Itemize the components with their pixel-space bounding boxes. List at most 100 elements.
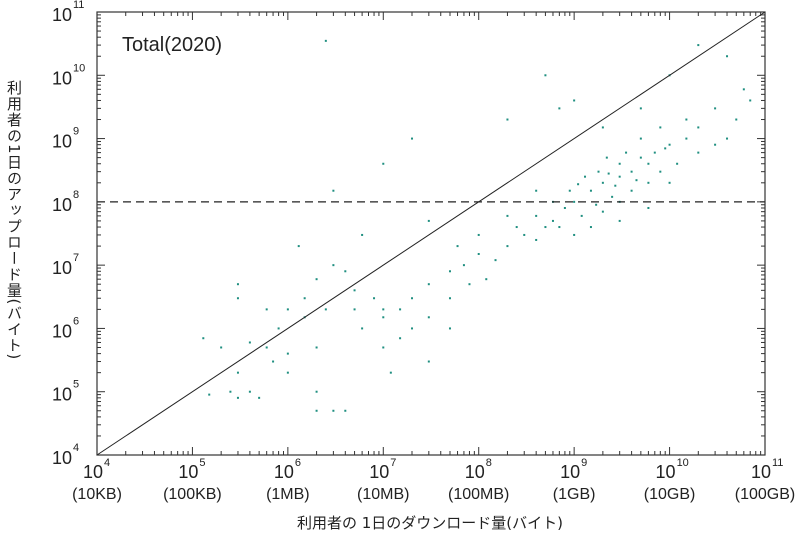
x-tick-unit: (1MB) bbox=[266, 486, 310, 503]
data-point bbox=[726, 137, 729, 140]
x-tick-unit: (100KB) bbox=[163, 486, 222, 503]
data-point bbox=[468, 283, 471, 286]
data-point bbox=[236, 396, 239, 399]
data-point bbox=[630, 189, 633, 192]
plot-frame bbox=[96, 11, 766, 456]
data-point bbox=[477, 252, 480, 255]
data-point bbox=[749, 99, 752, 102]
x-tick-unit: (10KB) bbox=[72, 486, 122, 503]
data-point bbox=[605, 156, 608, 159]
data-point bbox=[697, 151, 700, 154]
data-point bbox=[361, 233, 364, 236]
data-point bbox=[618, 219, 621, 222]
data-point bbox=[668, 181, 671, 184]
data-point bbox=[411, 137, 414, 140]
data-point bbox=[664, 147, 667, 150]
data-point bbox=[544, 226, 547, 229]
x-tick-exponent: 5 bbox=[199, 457, 205, 469]
data-point bbox=[399, 337, 402, 340]
data-point bbox=[236, 283, 239, 286]
data-point bbox=[573, 233, 576, 236]
x-tick-exponent: 6 bbox=[295, 457, 301, 469]
data-point bbox=[653, 151, 656, 154]
data-point bbox=[277, 327, 280, 330]
x-tick-label: 10 bbox=[178, 462, 198, 482]
y-tick-label: 10 bbox=[52, 385, 72, 405]
x-tick-label: 10 bbox=[369, 462, 389, 482]
data-point bbox=[382, 316, 385, 319]
data-point bbox=[315, 346, 318, 349]
data-point bbox=[448, 297, 451, 300]
data-point bbox=[399, 308, 402, 311]
data-point bbox=[580, 214, 583, 217]
x-tick-unit: (1GB) bbox=[553, 486, 596, 503]
data-point bbox=[523, 233, 526, 236]
y-tick-label: 10 bbox=[52, 195, 72, 215]
data-point bbox=[485, 278, 488, 281]
y-tick-exponent: 5 bbox=[73, 379, 79, 391]
data-point bbox=[573, 200, 576, 203]
x-tick-exponent: 11 bbox=[772, 457, 783, 469]
data-point bbox=[535, 214, 538, 217]
data-point bbox=[332, 189, 335, 192]
data-point bbox=[361, 327, 364, 330]
y-tick-exponent: 8 bbox=[73, 189, 79, 201]
data-point bbox=[573, 99, 576, 102]
data-point bbox=[639, 156, 642, 159]
x-tick-exponent: 7 bbox=[390, 457, 396, 469]
data-point bbox=[353, 308, 356, 311]
data-point bbox=[597, 170, 600, 173]
data-point bbox=[208, 393, 211, 396]
data-point bbox=[332, 409, 335, 412]
data-point bbox=[315, 278, 318, 281]
data-point bbox=[506, 245, 509, 248]
y-tick-label: 10 bbox=[52, 321, 72, 341]
x-tick-label: 10 bbox=[83, 462, 103, 482]
data-point bbox=[353, 289, 356, 292]
data-point bbox=[601, 181, 604, 184]
data-point bbox=[506, 214, 509, 217]
data-point bbox=[448, 270, 451, 273]
x-tick-unit: (10MB) bbox=[357, 486, 409, 503]
data-point bbox=[236, 297, 239, 300]
data-point bbox=[535, 189, 538, 192]
data-point bbox=[286, 371, 289, 374]
data-point bbox=[258, 396, 261, 399]
data-point bbox=[202, 337, 205, 340]
data-point bbox=[456, 245, 459, 248]
data-point bbox=[544, 74, 547, 77]
data-point bbox=[726, 55, 729, 58]
data-point bbox=[344, 409, 347, 412]
data-point bbox=[236, 371, 239, 374]
data-point bbox=[265, 308, 268, 311]
x-tick-unit: (100MB) bbox=[448, 486, 509, 503]
data-point bbox=[647, 181, 650, 184]
x-tick-exponent: 9 bbox=[581, 457, 587, 469]
data-point bbox=[697, 44, 700, 47]
data-point bbox=[714, 107, 717, 110]
data-point bbox=[676, 162, 679, 165]
data-point bbox=[286, 308, 289, 311]
data-point bbox=[639, 137, 642, 140]
x-tick-label: 10 bbox=[560, 462, 580, 482]
data-point bbox=[630, 170, 633, 173]
data-point bbox=[563, 206, 566, 209]
data-point bbox=[324, 308, 327, 311]
data-point bbox=[389, 371, 392, 374]
data-point bbox=[685, 118, 688, 121]
x-tick-unit: (100GB) bbox=[735, 486, 795, 503]
data-point bbox=[344, 270, 347, 273]
data-point bbox=[506, 118, 509, 121]
data-point bbox=[659, 126, 662, 129]
y-tick-exponent: 9 bbox=[73, 126, 79, 138]
data-point bbox=[332, 264, 335, 267]
data-point bbox=[659, 170, 662, 173]
data-point bbox=[635, 179, 638, 182]
y-tick-exponent: 11 bbox=[73, 0, 84, 11]
data-point bbox=[477, 233, 480, 236]
data-point bbox=[248, 390, 251, 393]
x-tick-label: 10 bbox=[751, 462, 771, 482]
data-point bbox=[611, 195, 614, 198]
x-axis-label: 利用者の 1日のダウンロード量(バイト) bbox=[296, 514, 564, 532]
